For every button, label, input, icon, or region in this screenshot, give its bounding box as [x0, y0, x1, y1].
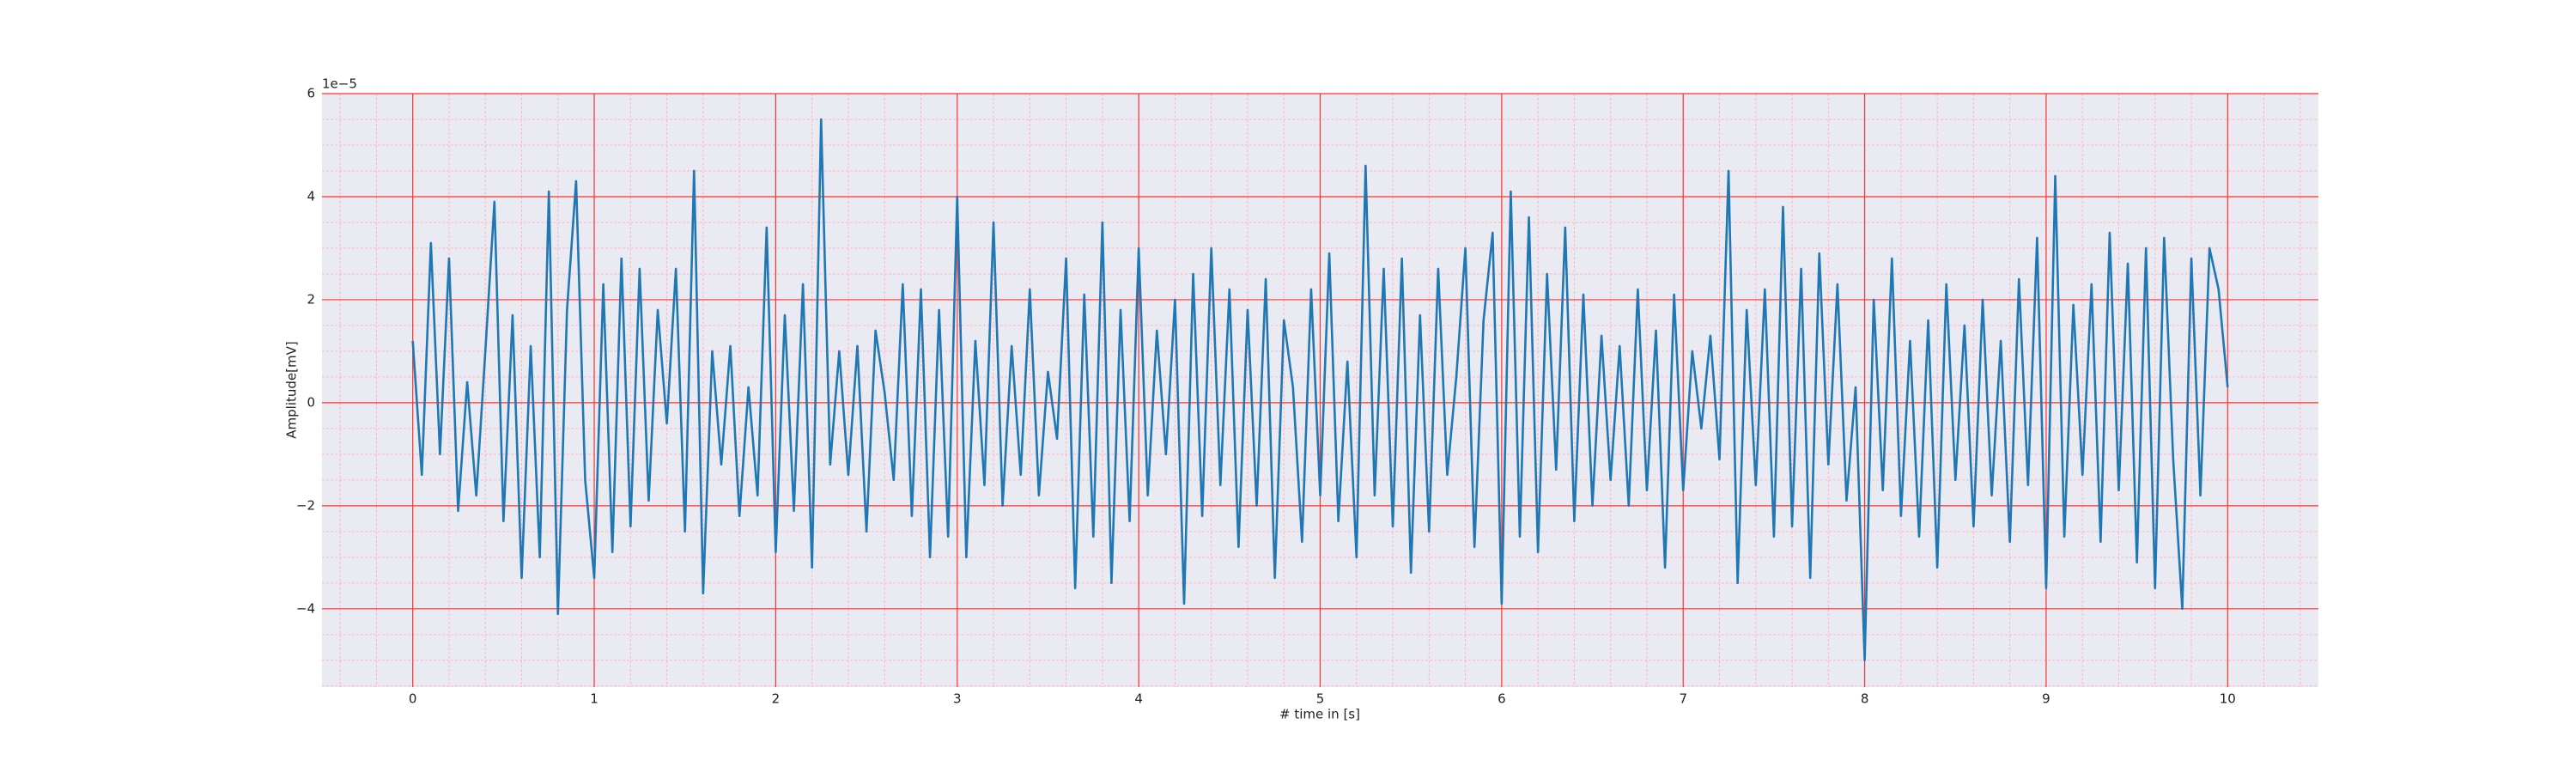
x-tick-label: 7 [1679, 691, 1687, 707]
y-tick-label: 6 [307, 86, 315, 101]
x-tick-label: 2 [772, 691, 781, 707]
y-tick-label: −4 [296, 600, 315, 616]
y-axis-label: Amplitude[mV] [284, 341, 300, 438]
signal-line [411, 118, 2229, 662]
y-tick-label: −2 [296, 497, 315, 513]
x-tick-label: 3 [953, 691, 962, 707]
y-offset-label: 1e−5 [322, 76, 357, 92]
x-tick-label: 1 [590, 691, 598, 707]
x-tick-label: 9 [2042, 691, 2050, 707]
x-tick-label: 10 [2220, 691, 2236, 707]
x-tick-label: 6 [1498, 691, 1506, 707]
x-tick-label: 0 [409, 691, 417, 707]
x-tick-label: 4 [1134, 691, 1143, 707]
y-tick-label: 0 [307, 394, 315, 410]
x-tick-label: 8 [1861, 691, 1869, 707]
x-tick-label: 5 [1316, 691, 1325, 707]
y-tick-label: 2 [307, 291, 315, 307]
x-axis-label: # time in [s] [1279, 707, 1360, 722]
y-tick-label: 4 [307, 188, 315, 204]
